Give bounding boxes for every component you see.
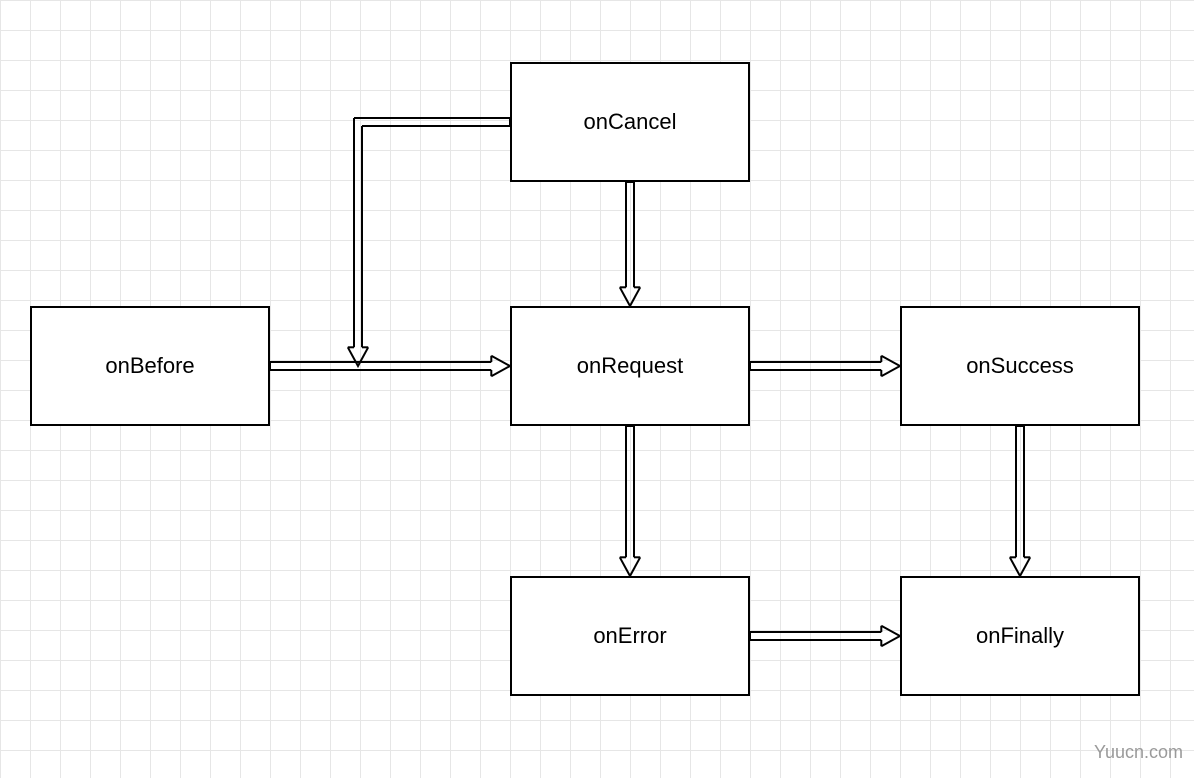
flowchart-canvas: { "diagram": { "type": "flowchart", "can… (0, 0, 1194, 778)
watermark-text: Yuucn.com (1094, 742, 1183, 762)
node-label: onCancel (584, 109, 677, 135)
node-onFinally: onFinally (900, 576, 1140, 696)
node-label: onError (593, 623, 666, 649)
node-onBefore: onBefore (30, 306, 270, 426)
node-onCancel: onCancel (510, 62, 750, 182)
node-label: onSuccess (966, 353, 1074, 379)
node-label: onBefore (105, 353, 194, 379)
node-label: onFinally (976, 623, 1064, 649)
node-onSuccess: onSuccess (900, 306, 1140, 426)
node-label: onRequest (577, 353, 683, 379)
watermark: Yuucn.com (1094, 742, 1183, 763)
node-onRequest: onRequest (510, 306, 750, 426)
node-onError: onError (510, 576, 750, 696)
